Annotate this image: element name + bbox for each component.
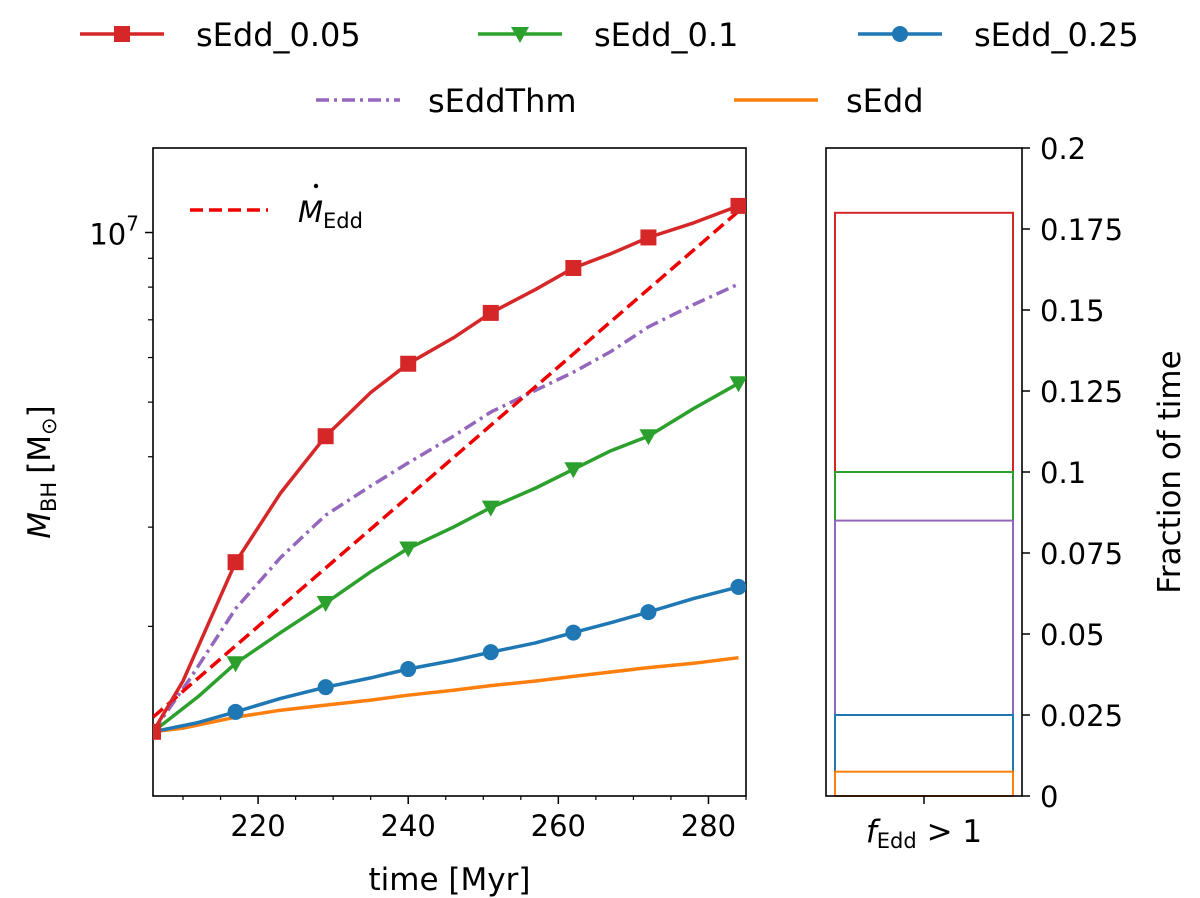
- legend-marker: [892, 26, 908, 42]
- marker-sEdd-0-1: [639, 429, 658, 446]
- bar-sEddThm: [834, 519, 1014, 797]
- series-line-M-Edd: [153, 203, 746, 719]
- series-line-sEddThm: [153, 282, 740, 733]
- y-axis-label-main: M: [22, 512, 58, 539]
- mdot-legend-label: MEdd: [298, 195, 363, 233]
- right-category-label: fEdd > 1: [866, 814, 982, 853]
- x-tick-label: 260: [531, 809, 586, 843]
- fraction-of-time-panel: 0 0.025 0.05 0.075 0.1 0.125 0.15 0.175 0.2 fEdd…: [825, 132, 1188, 853]
- y-tick-label-base: 10: [89, 218, 126, 252]
- legend-entry-sEdd-0-05: sEdd_0.05: [80, 16, 361, 54]
- right-bars-layer: [834, 211, 1014, 798]
- legend-label: sEdd_0.05: [196, 16, 361, 54]
- right-y-tick-label: 0.075: [1040, 537, 1123, 571]
- legend-entry-sEdd: sEdd: [734, 82, 924, 120]
- marker-sEdd-0-05: [482, 304, 499, 321]
- legend-marker: [114, 26, 130, 42]
- marker-sEdd-0-25: [317, 679, 334, 696]
- bar-sEdd-0-05: [834, 211, 1014, 798]
- marker-sEdd-0-05: [227, 554, 244, 571]
- marker-sEdd-0-25: [227, 703, 244, 720]
- marker-sEdd-0-1: [399, 541, 418, 558]
- right-axis-ticks: 0 0.025 0.05 0.075 0.1 0.125 0.15 0.175 0.2: [923, 132, 1123, 814]
- x-axis-label: time [Myr]: [369, 862, 531, 898]
- legend-entry-sEdd-0-1: sEdd_0.1: [478, 16, 738, 54]
- right-y-tick-label: 0.125: [1040, 375, 1123, 409]
- marker-sEdd-0-25: [400, 661, 417, 678]
- right-category-rest: > 1: [917, 814, 982, 850]
- y-axis-label-unit: [M: [22, 435, 58, 474]
- marker-sEdd-0-1: [481, 500, 500, 517]
- marker-sEdd-0-1: [226, 656, 245, 673]
- y-axis-label: MBH [M⊙]: [22, 405, 61, 539]
- marker-sEdd-0-05: [317, 428, 334, 445]
- mdot-edd-legend: MEdd: [190, 183, 363, 233]
- right-y-axis-label: Fraction of time: [1152, 350, 1188, 593]
- series-line-sEdd-0-25: [153, 585, 739, 734]
- marker-sEdd-0-05: [730, 197, 746, 214]
- marker-sEdd-0-05: [400, 355, 417, 372]
- y-axis-label-unit-sub: ⊙: [37, 417, 61, 435]
- right-y-tick-label: 0: [1040, 780, 1058, 814]
- legend-marker: [511, 27, 529, 43]
- marker-sEdd-0-05: [640, 229, 657, 246]
- y-axis-label-sub: BH: [37, 482, 61, 512]
- mdot-legend-sub: Edd: [323, 209, 363, 233]
- legend-label: sEdd_0.25: [974, 16, 1139, 54]
- y-tick-label: 107: [89, 212, 139, 252]
- marker-sEdd-0-05: [153, 723, 161, 740]
- right-y-tick-label: 0.1: [1040, 456, 1086, 490]
- x-tick-label: 280: [681, 809, 736, 843]
- right-y-tick-label: 0.15: [1040, 294, 1105, 328]
- y-tick-label-exp: 7: [126, 212, 139, 236]
- series-line-sEdd-0-05: [153, 204, 740, 733]
- legend-label: sEddThm: [428, 82, 577, 120]
- marker-sEdd-0-25: [482, 644, 499, 661]
- legend-label: sEdd: [846, 82, 924, 120]
- series-line-sEdd-0-1: [153, 381, 740, 734]
- marker-sEdd-0-25: [565, 624, 582, 641]
- marker-sEdd-0-25: [730, 578, 746, 595]
- series-line-sEdd: [153, 655, 739, 734]
- marker-sEdd-0-1: [316, 596, 335, 613]
- right-y-tick-label: 0.025: [1040, 699, 1123, 733]
- y-axis-label-unit-close: ]: [22, 405, 58, 417]
- legend-label: sEdd_0.1: [594, 16, 738, 54]
- right-y-tick-label: 0.175: [1040, 213, 1123, 247]
- marker-sEdd-0-1: [564, 462, 583, 479]
- x-tick-label: 240: [381, 809, 436, 843]
- right-y-tick-label: 0.05: [1040, 618, 1105, 652]
- mdot-dot: [313, 183, 319, 189]
- left-series-layer: [153, 197, 746, 740]
- left-axis-ticks: 220 240 260 280 107: [89, 212, 747, 843]
- x-tick-label: 220: [230, 809, 285, 843]
- right-y-tick-label: 0.2: [1040, 132, 1086, 166]
- mdot-legend-main: M: [298, 195, 323, 229]
- left-plot-frame: [152, 147, 747, 797]
- marker-sEdd-0-25: [640, 604, 657, 621]
- right-category-sub: Edd: [877, 829, 917, 853]
- bar-sEdd-0-25: [834, 714, 1014, 797]
- legend: sEdd_0.05 sEdd_0.1 sEdd_0.25 sEddThm sEdd: [80, 16, 1139, 120]
- legend-entry-sEddThm: sEddThm: [316, 82, 577, 120]
- legend-entry-sEdd-0-25: sEdd_0.25: [858, 16, 1139, 54]
- marker-sEdd-0-1: [729, 376, 746, 393]
- bar-sEdd: [834, 770, 1014, 798]
- marker-sEdd-0-05: [565, 260, 582, 277]
